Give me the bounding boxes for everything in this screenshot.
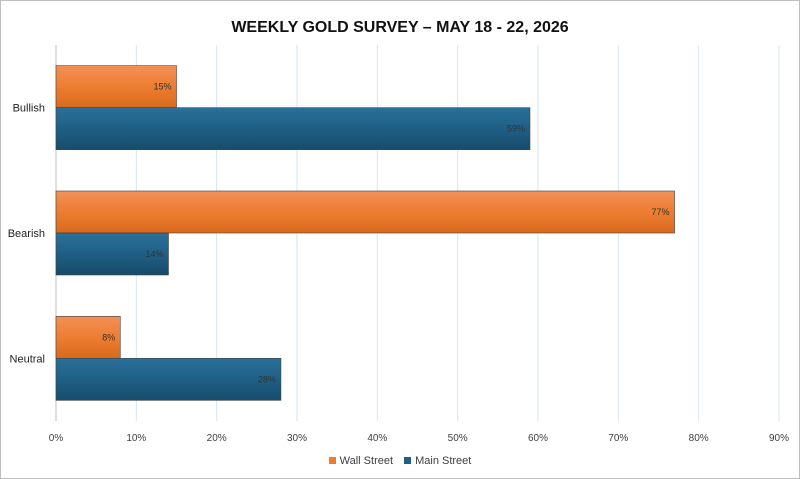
legend: Wall Street Main Street: [1, 455, 799, 467]
category-label-bearish: Bearish: [8, 228, 45, 240]
x-tick-label: 80%: [689, 433, 709, 444]
x-tick-label: 70%: [608, 433, 628, 444]
legend-item-main-street: Main Street: [404, 455, 471, 467]
data-label-main-street-bullish: 59%: [507, 124, 525, 134]
legend-item-wall-street: Wall Street: [328, 455, 394, 467]
x-tick-label: 90%: [769, 433, 789, 444]
x-tick-label: 50%: [448, 433, 468, 444]
bar-main-street-neutral: [55, 358, 282, 401]
bar-wall-street-bullish: [55, 65, 177, 108]
bar-main-street-bearish: [55, 232, 169, 276]
legend-swatch-main-street: [404, 457, 412, 464]
bar-wall-street-bearish: [55, 190, 675, 234]
bar-main-street-bullish: [55, 107, 531, 150]
x-tick-label: 40%: [367, 433, 387, 444]
x-tick-label: 30%: [287, 433, 307, 444]
legend-swatch-wall-street: [328, 457, 336, 464]
legend-label-main-street: Main Street: [415, 455, 472, 467]
legend-label-wall-street: Wall Street: [339, 455, 394, 467]
category-label-bullish: Bullish: [13, 103, 45, 115]
bars: [55, 65, 675, 401]
data-label-main-street-bearish: 14%: [145, 249, 163, 259]
x-tick-label: 10%: [126, 433, 146, 444]
data-label-wall-street-bearish: 77%: [652, 207, 670, 217]
data-label-wall-street-bullish: 15%: [153, 82, 171, 92]
data-label-main-street-neutral: 28%: [258, 374, 276, 384]
x-tick-label: 0%: [49, 433, 64, 444]
category-label-neutral: Neutral: [10, 353, 45, 365]
labels: 0% 10% 20% 30% 40% 50% 60% 70% 80% 90% 15% 59% Bulli…: [8, 82, 789, 444]
x-tick-label: 20%: [207, 433, 227, 444]
x-tick-label: 60%: [528, 433, 548, 444]
chart-title: WEEKLY GOLD SURVEY – MAY 18 - 22, 2026: [231, 19, 569, 36]
data-label-wall-street-neutral: 8%: [102, 332, 115, 342]
